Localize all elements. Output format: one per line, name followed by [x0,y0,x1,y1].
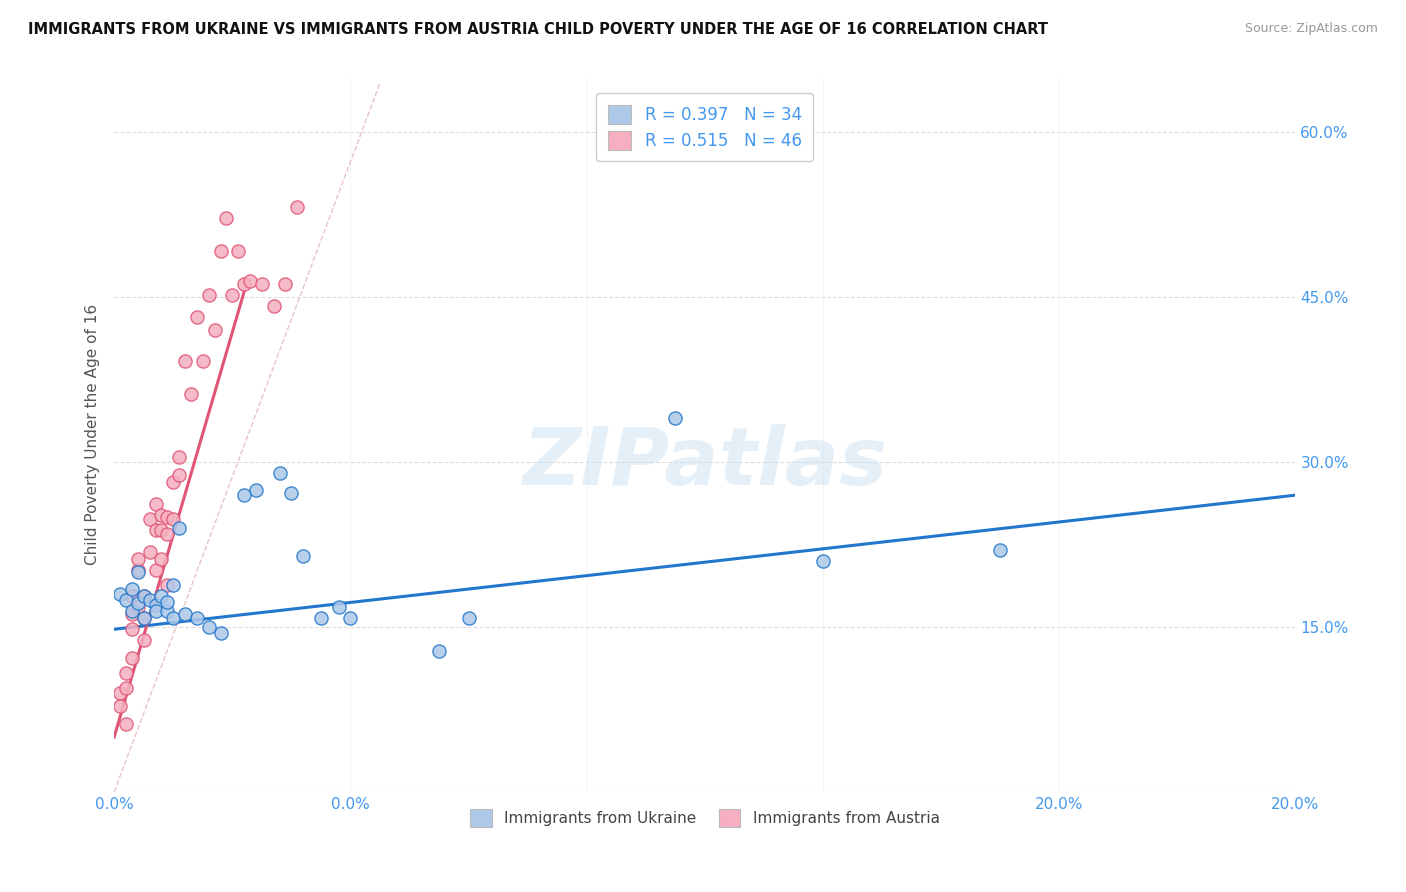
Point [127,563,149,577]
Point [132,611,155,625]
Point [245,483,267,497]
Point [162,512,184,526]
Point [186,310,208,324]
Point [127,596,149,610]
Point [127,600,149,615]
Point [138,592,160,607]
Point [150,552,173,566]
Point [115,592,138,607]
Point [162,475,184,489]
Point [167,468,190,483]
Point [145,524,167,538]
Point [150,524,173,538]
Point [132,633,155,648]
Point [156,510,179,524]
Point [121,607,143,621]
Point [191,354,214,368]
Point [274,277,297,291]
Point [145,604,167,618]
Point [457,611,479,625]
Point [664,411,686,425]
Point [250,277,273,291]
Point [427,644,450,658]
Point [138,545,160,559]
Legend: Immigrants from Ukraine, Immigrants from Austria: Immigrants from Ukraine, Immigrants from… [463,801,948,834]
Point [233,277,256,291]
Point [167,521,190,535]
Point [280,486,302,500]
Point [328,600,350,615]
Point [221,288,243,302]
Point [108,699,131,714]
Point [186,611,208,625]
Point [132,589,155,603]
Point [156,604,179,618]
Point [263,299,285,313]
Point [132,589,155,603]
Point [145,563,167,577]
Point [162,578,184,592]
Point [121,589,143,603]
Point [988,543,1011,558]
Point [174,354,197,368]
Point [115,716,138,731]
Point [162,611,184,625]
Point [233,488,256,502]
Point [108,587,131,601]
Point [269,466,291,480]
Point [156,595,179,609]
Point [174,607,197,621]
Point [167,450,190,464]
Point [108,686,131,700]
Point [121,582,143,596]
Point [204,323,226,337]
Point [150,589,173,603]
Text: IMMIGRANTS FROM UKRAINE VS IMMIGRANTS FROM AUSTRIA CHILD POVERTY UNDER THE AGE O: IMMIGRANTS FROM UKRAINE VS IMMIGRANTS FR… [28,22,1047,37]
Point [138,512,160,526]
Point [197,620,219,634]
Point [339,611,361,625]
Point [121,651,143,665]
Point [115,681,138,695]
Point [127,552,149,566]
Text: ZIPatlas: ZIPatlas [522,425,887,502]
Point [292,549,315,563]
Point [145,598,167,612]
Point [156,526,179,541]
Point [215,211,238,226]
Point [285,200,308,214]
Point [127,565,149,579]
Point [239,274,262,288]
Text: Source: ZipAtlas.com: Source: ZipAtlas.com [1244,22,1378,36]
Point [197,288,219,302]
Point [115,666,138,681]
Y-axis label: Child Poverty Under the Age of 16: Child Poverty Under the Age of 16 [86,304,100,566]
Point [121,604,143,618]
Point [226,244,249,259]
Point [156,578,179,592]
Point [180,387,202,401]
Point [309,611,332,625]
Point [209,244,232,259]
Point [209,625,232,640]
Point [145,497,167,511]
Point [121,622,143,636]
Point [132,611,155,625]
Point [811,554,834,568]
Point [150,508,173,522]
